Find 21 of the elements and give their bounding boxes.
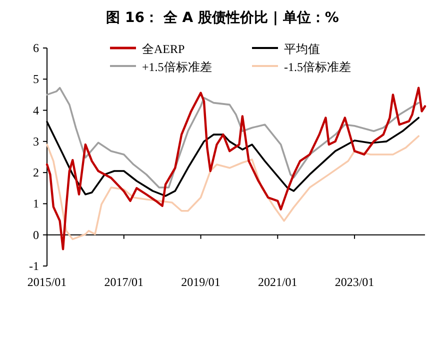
y-tick-label: 1 — [33, 196, 39, 211]
y-tick-label: 0 — [33, 228, 39, 242]
x-tick-label: 2017/01 — [104, 275, 144, 289]
legend-label: 平均值 — [284, 42, 320, 56]
x-tick-label: 2023/01 — [334, 275, 374, 289]
x-tick-label: 2015/01 — [27, 275, 67, 289]
line-series — [46, 135, 420, 240]
y-tick-label: 6 — [33, 41, 39, 55]
line-series — [46, 86, 420, 188]
y-tick-label: 2 — [33, 166, 39, 180]
y-tick-label: 4 — [33, 103, 39, 118]
line-series — [46, 86, 426, 250]
y-tick-label: -1 — [29, 259, 39, 273]
legend-label: 全AERP — [142, 42, 185, 56]
y-tick-label: 5 — [33, 72, 39, 86]
x-tick-label: 2021/01 — [258, 275, 298, 289]
legend-label: -1.5倍标准差 — [284, 60, 351, 74]
x-tick-label: 2019/01 — [181, 275, 220, 289]
y-tick-label: 3 — [33, 134, 39, 148]
legend-label: +1.5倍标准差 — [142, 60, 212, 74]
chart-title: 图 16： 全 A 股债性价比 | 单位：% — [106, 10, 339, 26]
